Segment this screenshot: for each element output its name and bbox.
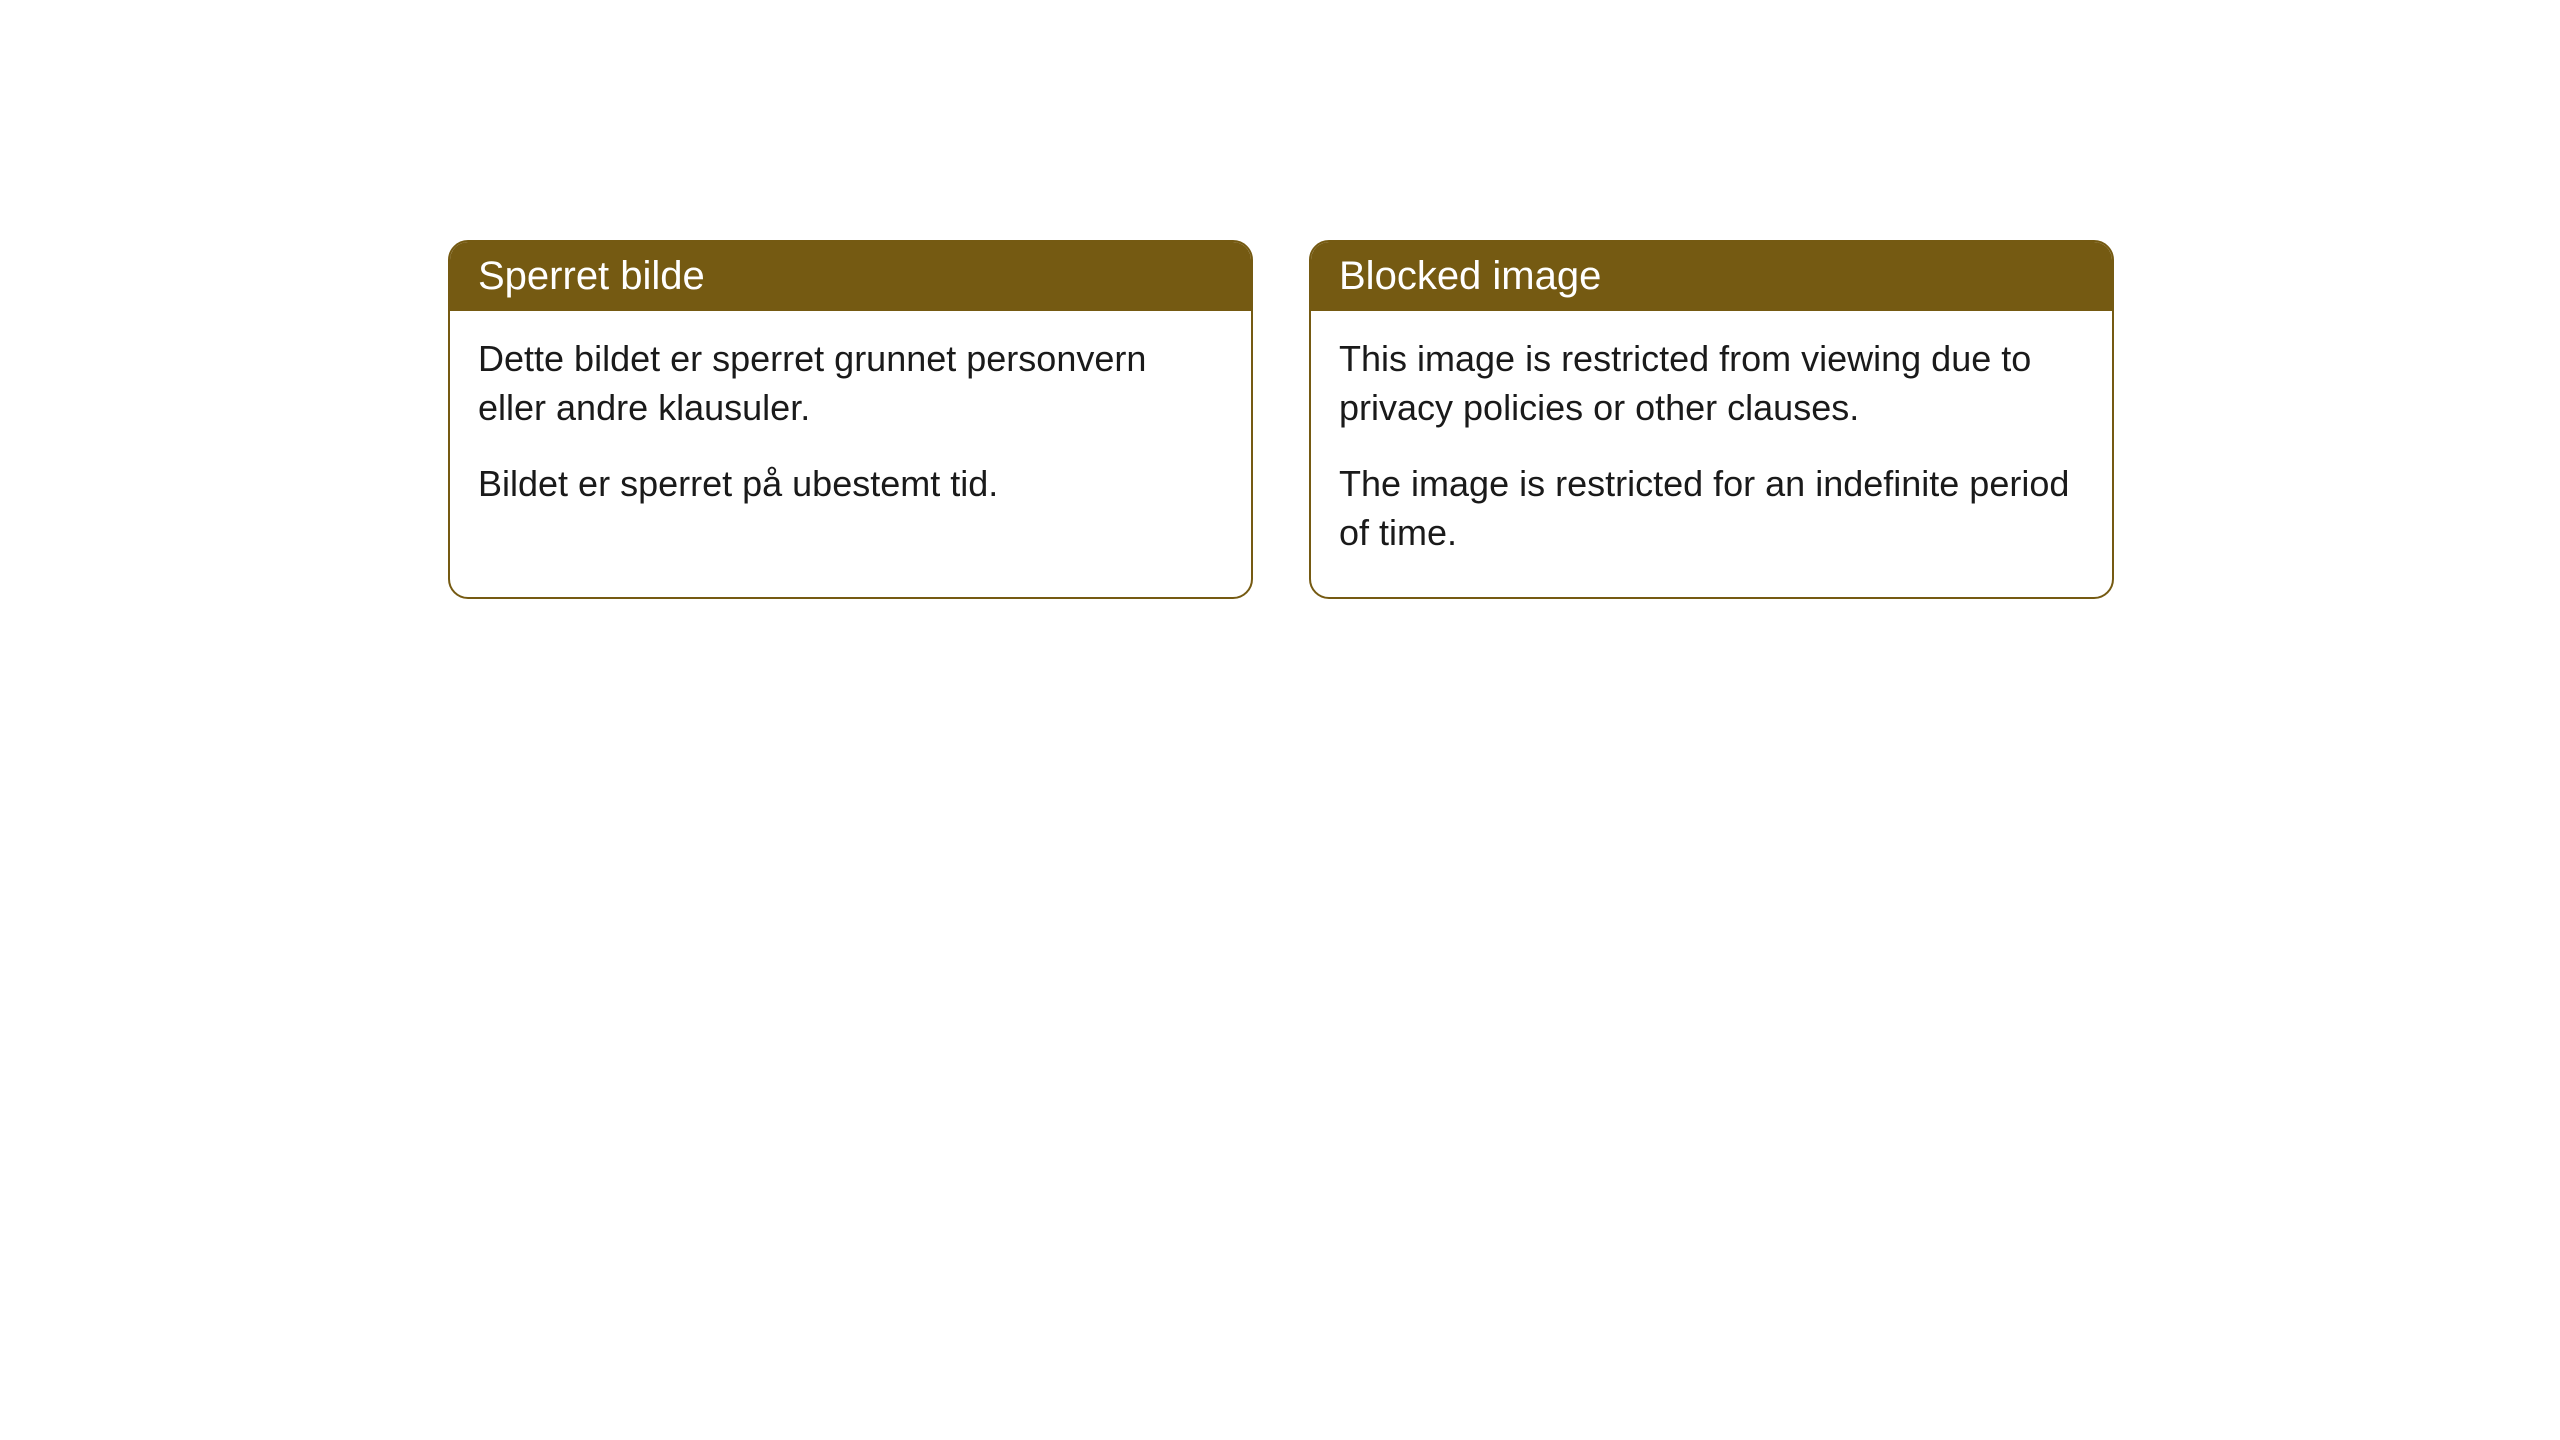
card-body-english: This image is restricted from viewing du… <box>1311 311 2112 597</box>
blocked-image-card-norwegian: Sperret bilde Dette bildet er sperret gr… <box>448 240 1253 599</box>
card-title: Sperret bilde <box>478 254 705 298</box>
card-title: Blocked image <box>1339 254 1601 298</box>
card-header-norwegian: Sperret bilde <box>450 242 1251 311</box>
blocked-image-card-english: Blocked image This image is restricted f… <box>1309 240 2114 599</box>
card-header-english: Blocked image <box>1311 242 2112 311</box>
card-paragraph-2: Bildet er sperret på ubestemt tid. <box>478 460 1223 509</box>
card-body-norwegian: Dette bildet er sperret grunnet personve… <box>450 311 1251 549</box>
card-paragraph-1: Dette bildet er sperret grunnet personve… <box>478 335 1223 432</box>
card-paragraph-2: The image is restricted for an indefinit… <box>1339 460 2084 557</box>
notification-cards-container: Sperret bilde Dette bildet er sperret gr… <box>448 240 2114 599</box>
card-paragraph-1: This image is restricted from viewing du… <box>1339 335 2084 432</box>
